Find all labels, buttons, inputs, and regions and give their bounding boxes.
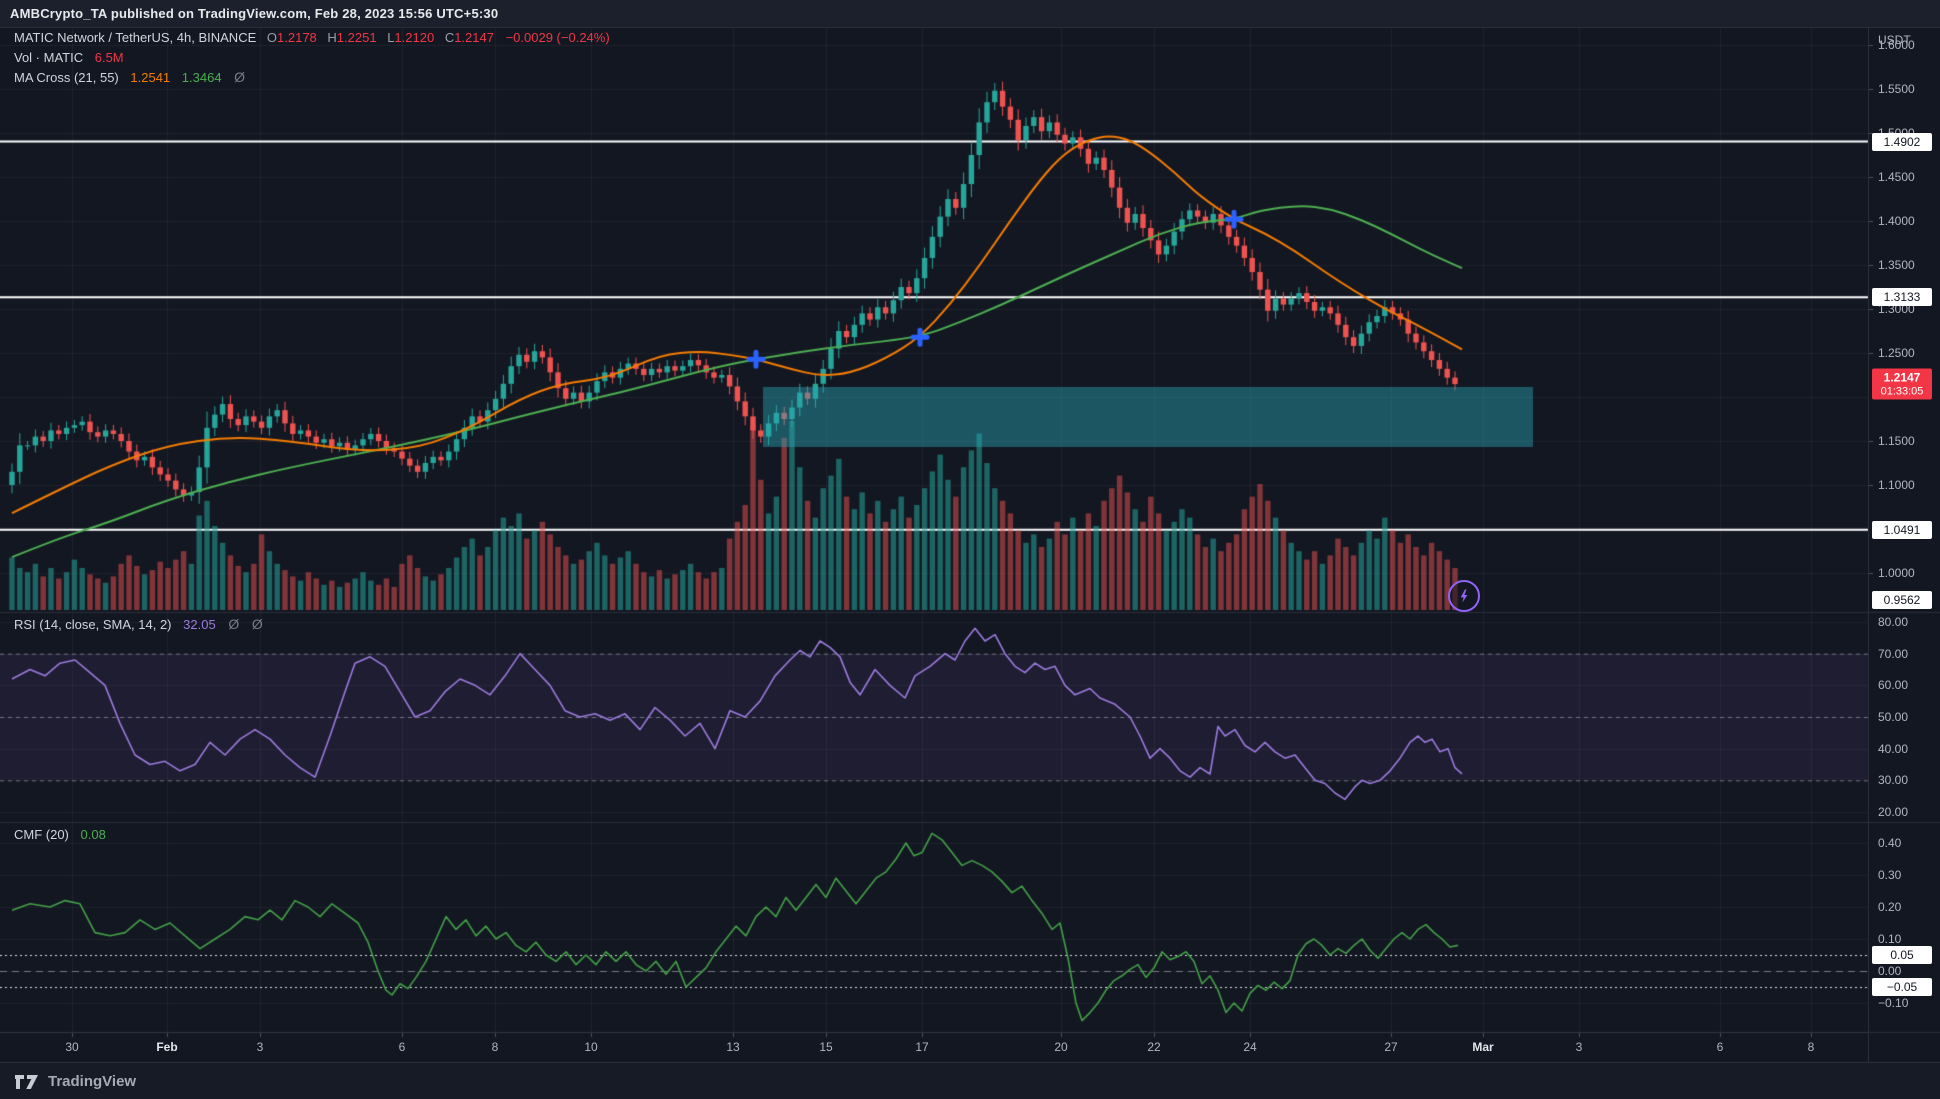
low-key: L (387, 30, 395, 45)
volume-value: 6.5M (94, 50, 124, 65)
time-tick-label: Mar (1472, 1040, 1494, 1054)
hidden-value-icon[interactable]: Ø (228, 616, 240, 632)
price-tick-label: 1.1500 (1878, 434, 1915, 448)
cmf-level-badge: 0.05 (1872, 946, 1932, 964)
time-tick-label: 27 (1384, 1040, 1398, 1054)
time-tick-label: Feb (156, 1040, 178, 1054)
rsi-tick-label: 40.00 (1878, 741, 1909, 756)
currency-label: USDT (1878, 33, 1911, 47)
cmf-tick-label: 0.30 (1878, 868, 1902, 882)
ma-cross-label: MA Cross (21, 55) (14, 70, 119, 85)
attribution-text: AMBCrypto_TA published on TradingView.co… (10, 6, 499, 21)
close-key: C (444, 30, 455, 45)
high-key: H (327, 30, 337, 45)
tradingview-logo-text[interactable]: TradingView (48, 1073, 137, 1090)
time-tick-label: 3 (256, 1040, 264, 1054)
tradingview-logo-icon[interactable] (14, 1074, 40, 1090)
close-value: 1.2147 (454, 30, 494, 45)
symbol-title: MATIC Network / TetherUS, 4h, BINANCE (14, 30, 257, 45)
time-tick-label: 3 (1575, 1040, 1583, 1054)
rsi-tick-label: 80.00 (1878, 615, 1909, 629)
time-tick-label: 8 (1807, 1040, 1815, 1054)
hidden-value-icon[interactable]: Ø (251, 616, 263, 632)
rsi-tick-label: 30.00 (1878, 773, 1909, 788)
cmf-tick-label: 0.40 (1878, 836, 1902, 850)
rsi-legend-row[interactable]: RSI (14, close, SMA, 14, 2) 32.05 Ø Ø (14, 616, 263, 632)
price-tick-label: 1.0000 (1878, 566, 1915, 580)
cmf-tick-label: −0.10 (1878, 996, 1909, 1010)
price-level-badge: 1.0491 (1872, 520, 1932, 539)
volume-legend-row[interactable]: Vol · MATIC 6.5M (14, 50, 124, 65)
rsi-tick-label: 60.00 (1878, 678, 1909, 693)
flash-action-button[interactable] (1448, 580, 1480, 612)
price-tick-label: 1.6000 (1878, 38, 1915, 52)
high-value: 1.2251 (336, 30, 377, 45)
time-tick-label: 6 (398, 1040, 406, 1054)
time-tick-label: 22 (1147, 1040, 1161, 1054)
attribution-bar: AMBCrypto_TA published on TradingView.co… (0, 0, 1940, 28)
hidden-value-icon[interactable]: Ø (234, 69, 246, 85)
cmf-value: 0.08 (80, 827, 106, 842)
time-tick-label: 8 (491, 1040, 499, 1054)
price-tick-label: 1.3500 (1878, 258, 1915, 272)
price-tick-label: 1.4500 (1878, 170, 1915, 184)
cmf-tick-label: 0.00 (1878, 964, 1902, 978)
price-tick-label: 1.2500 (1878, 346, 1915, 360)
price-tick-label: 1.1000 (1878, 478, 1915, 492)
price-level-badge: 0.9562 (1872, 591, 1932, 609)
ma55-value: 1.3464 (181, 70, 222, 85)
time-tick-label: 15 (819, 1040, 833, 1054)
time-tick-label: 6 (1716, 1040, 1724, 1054)
ma-cross-legend-row[interactable]: MA Cross (21, 55) 1.2541 1.3464 Ø (14, 69, 245, 85)
last-price-badge: 1.2147 01:33:05 (1872, 368, 1932, 400)
low-value: 1.2120 (394, 30, 435, 45)
rsi-tick-label: 50.00 (1878, 710, 1909, 724)
cmf-legend-row[interactable]: CMF (20) 0.08 (14, 827, 106, 842)
countdown-timer: 01:33:05 (1880, 385, 1924, 398)
time-tick-label: 17 (915, 1040, 929, 1054)
cmf-label: CMF (20) (14, 827, 69, 842)
cmf-tick-label: 0.10 (1878, 932, 1902, 946)
ma21-value: 1.2541 (130, 70, 171, 85)
rsi-tick-label: 20.00 (1878, 805, 1909, 819)
price-tick-label: 1.4000 (1878, 214, 1915, 228)
rsi-tick-label: 70.00 (1878, 646, 1909, 661)
time-axis[interactable] (0, 1032, 1868, 1063)
footer-bar: TradingView (0, 1062, 1940, 1099)
open-key: O (266, 30, 278, 45)
volume-label: Vol · MATIC (14, 50, 84, 65)
time-tick-label: 20 (1054, 1040, 1068, 1054)
change-value: −0.0029 (−0.24%) (505, 30, 610, 45)
time-tick-label: 13 (726, 1040, 740, 1054)
lightning-icon (1460, 589, 1468, 603)
time-tick-label: 24 (1243, 1040, 1257, 1054)
time-tick-label: 30 (65, 1040, 79, 1054)
rsi-value: 32.05 (183, 617, 216, 632)
time-tick-label: 10 (584, 1040, 598, 1054)
price-axis[interactable] (1868, 27, 1940, 1062)
cmf-level-badge: −0.05 (1872, 978, 1932, 996)
price-tick-label: 1.5500 (1878, 82, 1915, 96)
open-value: 1.2178 (277, 30, 317, 45)
symbol-legend-row[interactable]: MATIC Network / TetherUS, 4h, BINANCE O1… (14, 30, 610, 45)
price-level-badge: 1.3133 (1872, 288, 1932, 307)
cmf-tick-label: 0.20 (1878, 900, 1902, 914)
rsi-label: RSI (14, close, SMA, 14, 2) (14, 617, 172, 632)
price-level-badge: 1.4902 (1872, 132, 1932, 151)
